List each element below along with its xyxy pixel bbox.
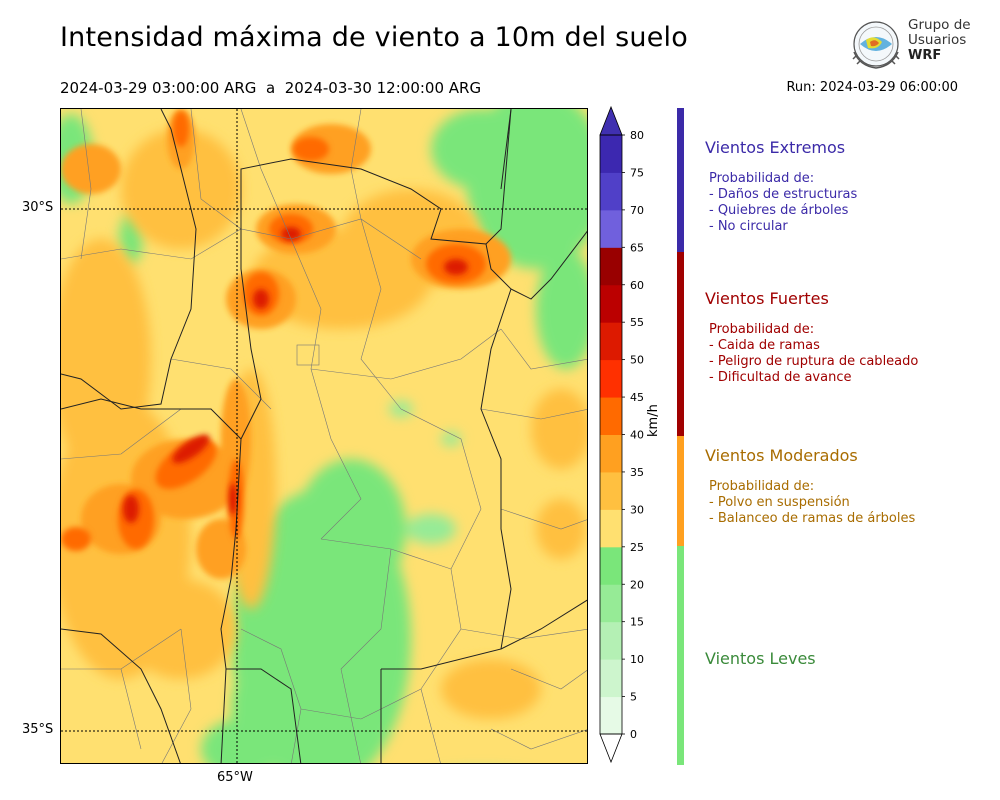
colorbar-tick-label: 35 — [630, 466, 644, 479]
category-strong-line-4: - Dificultad de avance — [709, 370, 852, 385]
wrf-logo: Grupo de Usuarios WRF — [848, 16, 978, 72]
colorbar-tick-label: 75 — [630, 166, 644, 179]
peak-wind-areas — [123, 227, 468, 523]
category-moderate-title: Vientos Moderados — [705, 446, 858, 465]
category-strong: Vientos Fuertes Probabilidad de: - Caida… — [705, 289, 918, 386]
colorbar-tick-label: 25 — [630, 541, 644, 554]
colorbar-band-30 — [600, 471, 622, 510]
colorbar-extend-max — [599, 105, 623, 136]
colorbar-tick-label: 30 — [630, 503, 644, 516]
strong-category-bar — [677, 252, 684, 436]
period-end: 2024-03-30 12:00:00 ARG — [284, 79, 482, 97]
colorbar-band-70 — [600, 172, 622, 211]
category-strong-title: Vientos Fuertes — [705, 289, 829, 308]
moderate-wind-areas — [61, 129, 587, 719]
category-moderate: Vientos Moderados Probabilidad de: - Pol… — [705, 446, 915, 527]
colorbar-band-0 — [600, 696, 622, 735]
light-wind-areas — [61, 109, 587, 763]
province-boundaries — [61, 109, 587, 763]
colorbar-band-60 — [600, 247, 622, 286]
colorbar-band-35 — [600, 434, 622, 473]
colorbar-tick-label: 40 — [630, 429, 644, 442]
extreme-category-bar — [677, 108, 684, 252]
colorbar-tick-label: 15 — [630, 616, 644, 629]
category-extreme-line-4: - No circular — [709, 219, 788, 234]
colorbar-tick-label: 0 — [630, 728, 637, 741]
category-strong-line-3: - Peligro de ruptura de cableado — [709, 354, 919, 369]
colorbar-tick-label: 60 — [630, 279, 644, 292]
lon-label-65: 65°W — [217, 770, 253, 785]
category-moderate-line-1: Probabilidad de: — [709, 479, 815, 494]
colorbar-unit: km/h — [646, 404, 661, 437]
category-moderate-line-2: - Polvo en suspensión — [709, 495, 850, 510]
category-strong-line-2: - Caida de ramas — [709, 338, 820, 353]
globe-icon — [852, 21, 900, 69]
wind-map — [60, 108, 588, 764]
colorbar-band-75 — [600, 135, 622, 173]
colorbar-tick-label: 65 — [630, 241, 644, 254]
colorbar-tick-label: 80 — [630, 129, 644, 142]
logo-line-2: Usuarios — [908, 32, 967, 48]
colorbar-tick-label: 45 — [630, 391, 644, 404]
colorbar-band-65 — [600, 209, 622, 248]
colorbar-extend-min — [599, 733, 623, 764]
colorbar-band-5 — [600, 659, 622, 698]
category-light-title: Vientos Leves — [705, 649, 816, 668]
colorbar-band-40 — [600, 397, 622, 435]
colorbar-band-50 — [600, 322, 622, 361]
colorbar: 0 5 10 15 20 25 30 35 40 45 50 55 60 65 70 75 80 — [596, 105, 671, 767]
moderate-category-bar — [677, 436, 684, 546]
colorbar-band-15 — [600, 584, 622, 623]
category-strong-line-1: Probabilidad de: — [709, 322, 815, 337]
category-extreme-line-1: Probabilidad de: — [709, 171, 815, 186]
logo-text: Grupo de Usuarios WRF — [908, 17, 971, 64]
colorbar-band-20 — [600, 546, 622, 585]
period-separator: a — [265, 79, 276, 97]
colorbar-svg: 0 5 10 15 20 25 30 35 40 45 50 55 60 65 70 75 80 — [599, 105, 644, 764]
forecast-period: 2024-03-29 03:00:00 ARG a 2024-03-30 12:… — [60, 79, 481, 97]
colorbar-tick-label: 5 — [630, 691, 637, 704]
colorbar-tick-label: 55 — [630, 316, 644, 329]
colorbar-tick-label: 10 — [630, 653, 644, 666]
period-start: 2024-03-29 03:00:00 ARG — [60, 79, 257, 97]
category-moderate-line-3: - Balanceo de ramas de árboles — [709, 511, 916, 526]
logo-line-1: Grupo de — [908, 17, 971, 33]
lat-label-35: 35°S — [22, 722, 54, 737]
category-extreme-title: Vientos Extremos — [705, 138, 846, 157]
colorbar-tick-label: 20 — [630, 578, 644, 591]
light-category-bar — [677, 546, 684, 765]
category-extreme-line-2: - Daños de estructuras — [709, 187, 858, 202]
chart-title: Intensidad máxima de viento a 10m del su… — [60, 22, 688, 53]
lat-label-30: 30°S — [22, 200, 54, 215]
colorbar-band-55 — [600, 284, 622, 323]
category-extreme-line-3: - Quiebres de árboles — [709, 203, 849, 218]
colorbar-tick-label: 50 — [630, 354, 644, 367]
colorbar-band-10 — [600, 621, 622, 660]
category-light: Vientos Leves — [705, 649, 816, 682]
wind-field — [61, 109, 587, 763]
colorbar-band-45 — [600, 359, 622, 398]
colorbar-band-25 — [600, 509, 622, 548]
logo-line-3: WRF — [908, 48, 942, 63]
run-timestamp: Run: 2024-03-29 06:00:00 — [786, 80, 958, 95]
category-extreme: Vientos Extremos Probabilidad de: - Daño… — [705, 138, 857, 235]
colorbar-tick-label: 70 — [630, 204, 644, 217]
